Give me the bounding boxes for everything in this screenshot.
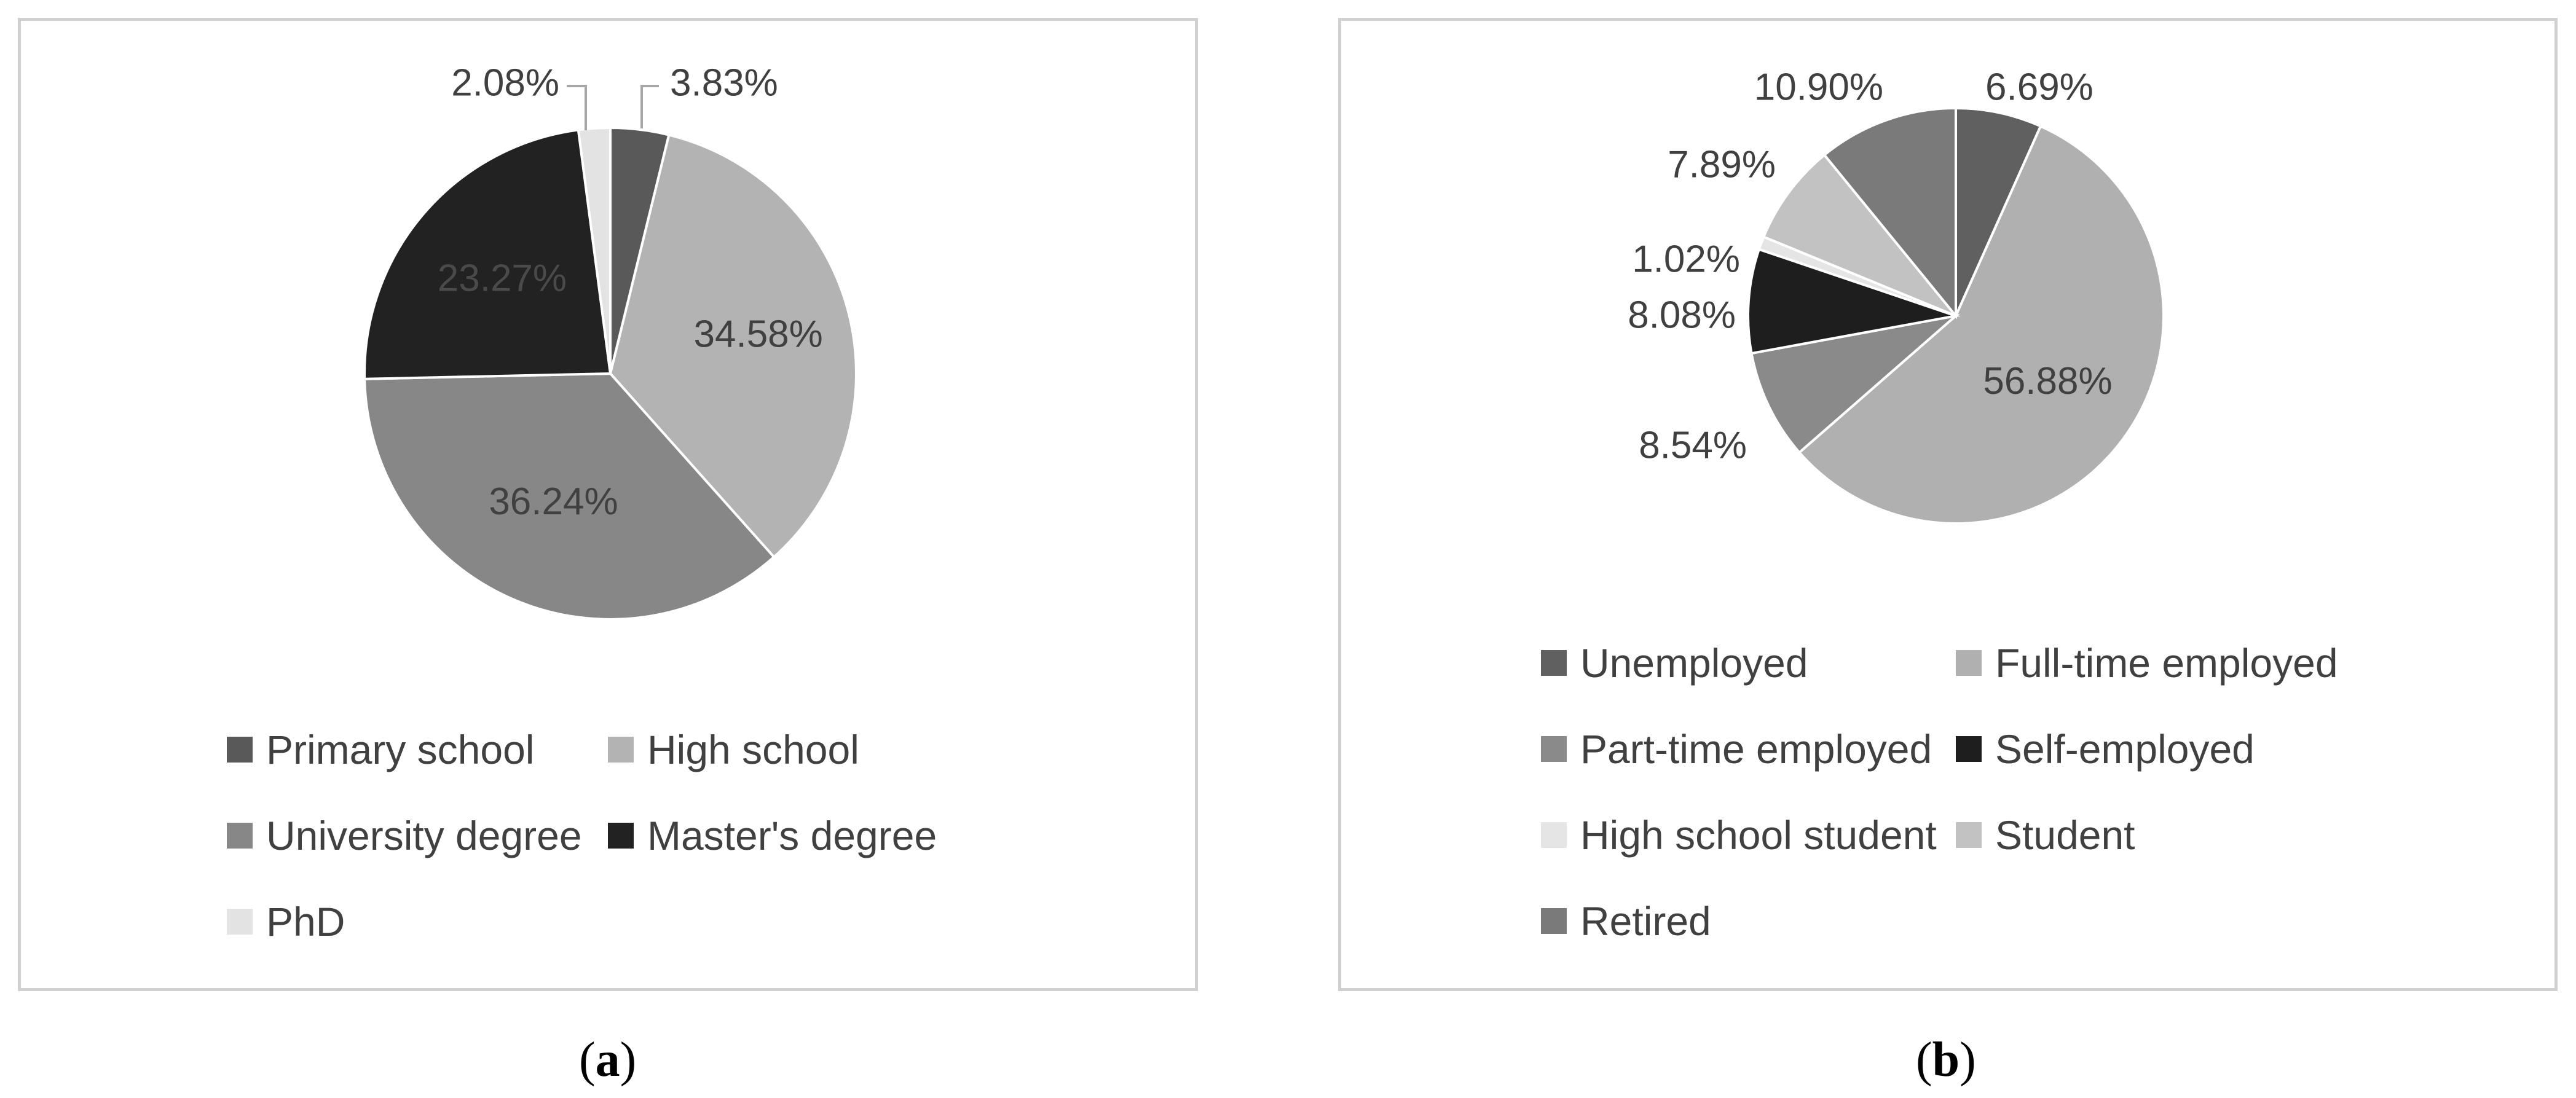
data-label-self-employed: 8.08%: [1628, 294, 1736, 336]
data-label-unemployed: 6.69%: [1985, 66, 2093, 108]
legend-label: Part-time employed: [1580, 726, 1932, 772]
pie-slice-master-s-degree: [363, 128, 612, 380]
data-label-phd: 2.08%: [451, 61, 559, 104]
legend-item-part-time-employed: Part-time employed: [1541, 726, 1932, 772]
legend-swatch: [1541, 822, 1567, 848]
leader-line-primary-school: [640, 85, 659, 128]
legend-swatch: [608, 823, 634, 849]
data-label-high-school-student: 1.02%: [1632, 238, 1740, 280]
data-label-student: 7.89%: [1668, 143, 1776, 186]
pie-chart-b: 6.69% 56.88% 8.54% 8.08% 1.02% 7.89% 10.90%: [1628, 66, 2165, 525]
legend-item-phd: PhD: [227, 898, 345, 945]
legend-label: PhD: [266, 899, 345, 944]
legend-swatch: [1541, 650, 1567, 676]
pie-slice-phd: [577, 126, 612, 374]
legend-swatch: [1541, 908, 1567, 934]
legend-item-high-school-student: High school student: [1541, 812, 1937, 858]
legend-item-university-degree: University degree: [227, 812, 582, 859]
pie-slice-self-employed: [1747, 248, 1961, 355]
chart-panel-b: 6.69% 56.88% 8.54% 8.08% 1.02% 7.89% 10.90% Un…: [1338, 18, 2558, 991]
legend-item-high-school: High school: [608, 726, 859, 773]
leader-line-phd: [567, 85, 587, 130]
data-label-full-time-employed: 56.88%: [1983, 360, 2112, 402]
legend-item-unemployed: Unemployed: [1541, 640, 1808, 686]
legend-item-student: Student: [1956, 812, 2135, 858]
legend-item-self-employed: Self-employed: [1956, 726, 2255, 772]
data-label-part-time-employed: 8.54%: [1639, 424, 1747, 466]
data-label-retired: 10.90%: [1754, 66, 1883, 108]
pie-slice-unemployed: [1955, 106, 2042, 316]
legend-item-master-s-degree: Master's degree: [608, 812, 937, 859]
chart-panel-a: 3.83% 34.58% 36.24% 23.27% 2.08% Primary sch…: [18, 18, 1198, 991]
legend-swatch: [1956, 822, 1982, 848]
legend-label: Master's degree: [647, 813, 937, 858]
legend-swatch: [608, 737, 634, 763]
legend-label: High school student: [1580, 812, 1937, 858]
legend-label: Primary school: [266, 727, 535, 772]
data-label-university-degree: 36.24%: [489, 480, 618, 523]
pie-slice-high-school: [609, 133, 857, 559]
legend-swatch: [1541, 736, 1567, 762]
legend-item-full-time-employed: Full-time employed: [1956, 640, 2338, 686]
legend-label: Unemployed: [1580, 640, 1808, 686]
legend-label: Full-time employed: [1995, 640, 2338, 686]
legend-swatch: [227, 737, 253, 763]
legend-swatch: [1956, 650, 1982, 676]
pie-chart-a: 3.83% 34.58% 36.24% 23.27% 2.08%: [363, 61, 857, 621]
legend-label: High school: [647, 727, 859, 772]
legend-swatch: [1956, 736, 1982, 762]
caption-b: (b): [1916, 1033, 1976, 1087]
pie-slice-retired: [1822, 106, 1957, 320]
legend-item-retired: Retired: [1541, 898, 1711, 944]
pie-slice-part-time-employed: [1750, 313, 1960, 455]
caption-a: (a): [579, 1033, 637, 1087]
data-label-high-school: 34.58%: [694, 313, 823, 356]
legend-label: Student: [1995, 812, 2135, 858]
pie-slice-student: [1762, 153, 1957, 317]
legend-label: Self-employed: [1995, 726, 2255, 772]
legend-label: Retired: [1580, 898, 1711, 944]
legend-label: University degree: [266, 813, 582, 858]
data-label-primary-school: 3.83%: [670, 61, 778, 104]
pie-slice-university-degree: [363, 372, 776, 621]
legend-swatch: [227, 823, 253, 849]
data-label-master-s-degree: 23.27%: [438, 257, 567, 299]
pie-slice-full-time-employed: [1797, 124, 2165, 525]
legend-swatch: [227, 909, 253, 935]
legend-item-primary-school: Primary school: [227, 726, 534, 773]
